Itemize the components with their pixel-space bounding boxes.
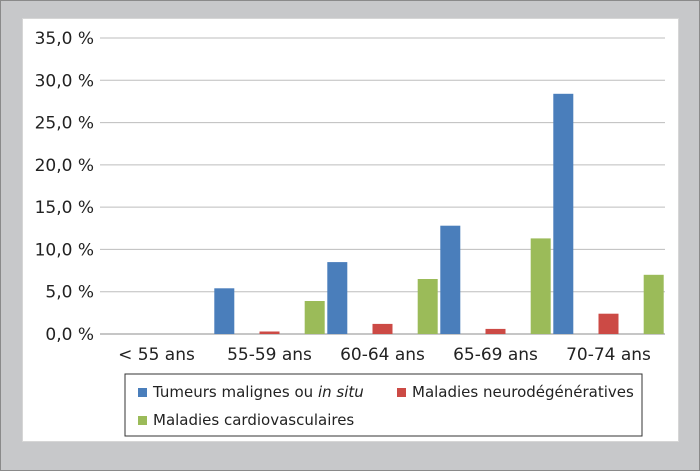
y-tick-label: 20,0 %: [35, 156, 94, 176]
legend-swatch-tumeurs: [138, 388, 147, 397]
y-axis-ticks: 0,0 % 5,0 % 10,0 % 15,0 % 20,0 % 25,0 % 30,0 %…: [35, 29, 94, 345]
bar-cardio: [417, 279, 438, 334]
legend-box: [124, 373, 643, 437]
legend: Tumeurs malignes ou in situ Maladies neu…: [124, 373, 643, 437]
bar-tumeurs: [440, 225, 461, 334]
x-tick-label: 55-59 ans: [227, 345, 312, 365]
y-tick-label: 15,0 %: [35, 198, 94, 218]
y-tick-label: 30,0 %: [35, 71, 94, 91]
gridlines: [100, 37, 665, 335]
x-axis-labels: < 55 ans 55-59 ans 60-64 ans 65-69 ans 70-74…: [118, 345, 651, 365]
bar-cardio: [530, 238, 551, 334]
bar-cardio: [643, 274, 664, 334]
legend-swatch-neuro: [397, 388, 406, 397]
legend-swatch-cardio: [138, 416, 147, 425]
y-tick-label: 35,0 %: [35, 29, 94, 49]
bar-neuro: [372, 323, 393, 334]
x-tick-label: 65-69 ans: [453, 345, 538, 365]
bar-neuro: [598, 313, 619, 334]
legend-label-tumeurs: Tumeurs malignes ou in situ: [152, 383, 364, 401]
bar-tumeurs: [327, 262, 348, 334]
x-tick-label: 60-64 ans: [340, 345, 425, 365]
bar-cardio: [304, 301, 325, 334]
legend-label-neuro: Maladies neurodégénératives: [412, 383, 634, 401]
y-tick-label: 5,0 %: [45, 283, 94, 303]
legend-label-cardio: Maladies cardiovasculaires: [153, 411, 354, 429]
y-tick-label: 0,0 %: [45, 325, 94, 345]
y-tick-label: 10,0 %: [35, 240, 94, 260]
bar-neuro: [485, 328, 506, 334]
bar-tumeurs: [214, 288, 235, 334]
bar-tumeurs: [553, 93, 574, 334]
y-tick-label: 25,0 %: [35, 114, 94, 134]
x-tick-label: < 55 ans: [118, 345, 195, 365]
bars: [214, 93, 664, 334]
bar-neuro: [259, 331, 280, 334]
x-tick-label: 70-74 ans: [566, 345, 651, 365]
